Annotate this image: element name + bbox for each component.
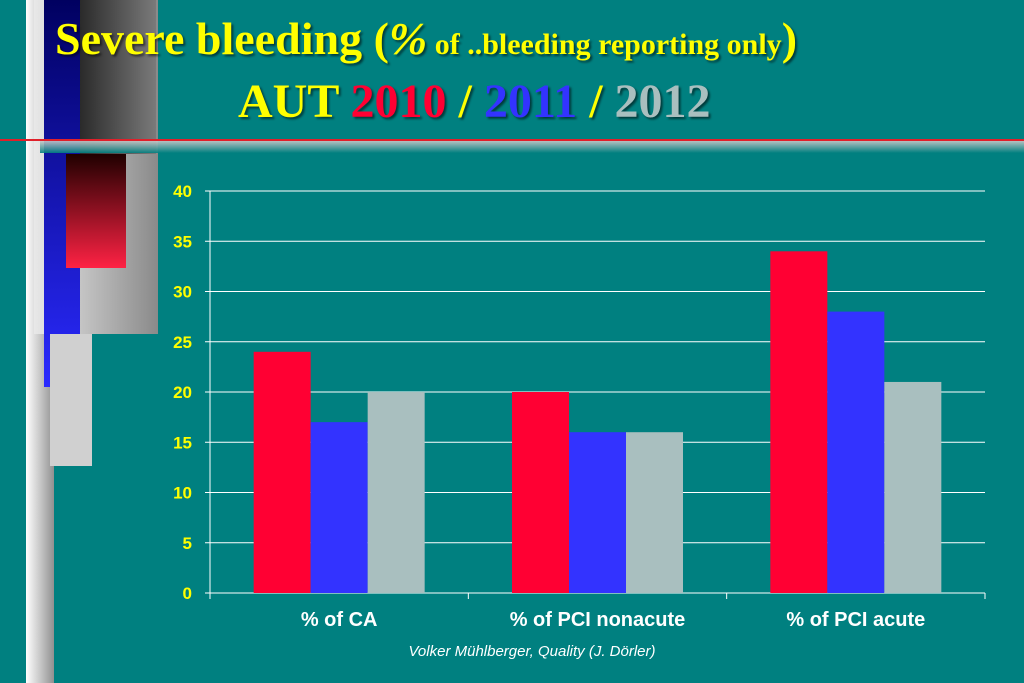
- title-close: ): [781, 13, 798, 64]
- y-tick-label: 15: [173, 433, 192, 452]
- title-year-2012: 2012: [614, 75, 711, 128]
- title-rule-red: [0, 139, 1024, 141]
- x-tick-label: % of PCI acute: [786, 609, 925, 631]
- footer-credit: Volker Mühlberger, Quality (J. Dörler): [408, 643, 656, 660]
- decor-red-block: [66, 154, 126, 268]
- title-rule-shadow: [40, 141, 1024, 153]
- y-tick-label: 40: [173, 182, 192, 201]
- title-main: Severe bleeding (: [55, 13, 389, 64]
- title-sep-2: /: [577, 75, 615, 128]
- x-tick-label: % of PCI nonacute: [510, 609, 686, 631]
- decor-light-block: [50, 334, 92, 466]
- bar: [512, 392, 569, 593]
- bar: [884, 381, 942, 593]
- bar: [367, 392, 425, 593]
- title-line-2: AUT 2010 / 2011 / 2012: [238, 74, 711, 129]
- y-tick-label: 30: [173, 283, 192, 302]
- title-year-2010: 2010: [350, 75, 447, 128]
- bar: [827, 311, 885, 593]
- bar: [310, 422, 368, 593]
- y-tick-label: 35: [173, 232, 192, 251]
- title-small: of ..bleeding reporting only: [427, 28, 782, 61]
- y-tick-label: 20: [173, 383, 192, 402]
- title-line-1: Severe bleeding (% of ..bleeding reporti…: [55, 12, 797, 65]
- y-tick-label: 0: [183, 584, 192, 603]
- bar: [770, 251, 828, 594]
- bar: [626, 432, 683, 593]
- y-tick-label: 10: [173, 484, 192, 503]
- y-tick-label: 25: [173, 333, 192, 352]
- bar: [569, 432, 626, 593]
- title-sep-1: /: [446, 75, 484, 128]
- title-year-2011: 2011: [483, 75, 578, 128]
- title-percent: %: [388, 13, 428, 64]
- y-tick-label: 5: [183, 534, 192, 553]
- x-tick-label: % of CA: [301, 609, 378, 631]
- bar: [253, 351, 311, 593]
- title-aut: AUT: [238, 75, 351, 128]
